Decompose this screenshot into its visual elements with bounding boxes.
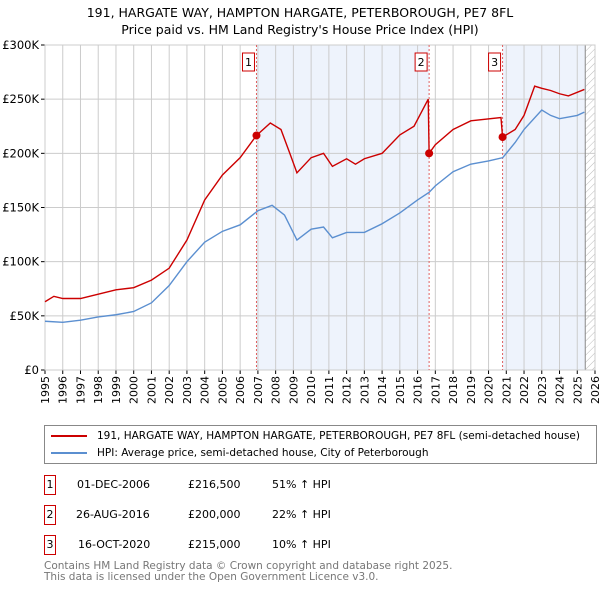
x-tick-label: 2019 — [465, 376, 478, 404]
x-tick-label: 2021 — [500, 376, 513, 404]
x-tick-label: 1997 — [74, 376, 87, 404]
x-tick-label: 2010 — [305, 376, 318, 404]
title-line-2: Price paid vs. HM Land Registry's House … — [121, 22, 479, 37]
x-tick-label: 2022 — [518, 376, 531, 404]
sale-label: 2 — [418, 56, 425, 69]
sale-date: 26-AUG-2016 — [76, 508, 150, 521]
sale-badge: 3 — [44, 535, 56, 555]
y-tick-label: £200K — [2, 146, 39, 160]
legend-swatch-price — [51, 435, 87, 437]
sale-label: 3 — [491, 56, 498, 69]
x-tick-label: 2008 — [270, 376, 283, 404]
sale-point — [425, 149, 434, 158]
footer: Contains HM Land Registry data © Crown c… — [44, 561, 452, 583]
x-tick-label: 2020 — [483, 376, 496, 404]
x-tick-label: 2011 — [323, 376, 336, 404]
x-tick-label: 2026 — [589, 376, 600, 404]
y-tick-label: £300K — [2, 38, 39, 52]
legend-item-price: 191, HARGATE WAY, HAMPTON HARGATE, PETER… — [51, 430, 580, 442]
x-tick-label: 1995 — [39, 376, 52, 404]
x-tick-label: 1996 — [57, 376, 70, 404]
x-tick-label: 2013 — [358, 376, 371, 404]
y-tick-label: £150K — [2, 201, 39, 215]
y-tick-label: £50K — [10, 309, 40, 323]
x-tick-label: 2001 — [145, 376, 158, 404]
x-tick-label: 2000 — [128, 376, 141, 404]
x-tick-label: 2007 — [252, 376, 265, 404]
sale-date: 01-DEC-2006 — [77, 478, 151, 491]
sale-label-box — [241, 52, 255, 72]
y-tick-label: £250K — [2, 92, 39, 106]
title-line-1: 191, HARGATE WAY, HAMPTON HARGATE, PETER… — [86, 5, 514, 20]
sale-row-2: 2 26-AUG-2016 £200,000 22% ↑ HPI — [44, 505, 600, 525]
sale-point — [252, 131, 261, 140]
x-tick-label: 2009 — [287, 376, 300, 404]
footer-line-1: Contains HM Land Registry data © Crown c… — [44, 560, 453, 572]
x-tick-label: 2015 — [394, 376, 407, 404]
sale-row-1: 1 01-DEC-2006 £216,500 51% ↑ HPI — [44, 475, 600, 495]
sale-price: £216,500 — [188, 478, 241, 491]
x-tick-label: 2005 — [216, 376, 229, 404]
x-tick-label: 2014 — [376, 376, 389, 404]
x-tick-label: 2006 — [234, 376, 247, 404]
x-tick-label: 2012 — [341, 376, 354, 404]
legend-label-hpi: HPI: Average price, semi-detached house,… — [97, 447, 429, 459]
legend-item-hpi: HPI: Average price, semi-detached house,… — [51, 447, 429, 459]
chart-title: 191, HARGATE WAY, HAMPTON HARGATE, PETER… — [0, 4, 600, 38]
sale-badge: 2 — [44, 505, 56, 525]
x-tick-label: 1998 — [92, 376, 105, 404]
sale-label: 1 — [245, 56, 252, 69]
x-tick-label: 2025 — [571, 376, 584, 404]
price-chart: 1995 1996 1997 1998 1999 2000 2001 2002 2003 2004… — [2, 38, 600, 404]
x-tick-label: 2017 — [429, 376, 442, 404]
y-tick-label: £0 — [24, 363, 39, 377]
x-tick-label: 2002 — [163, 376, 176, 404]
sale-label-box — [488, 52, 502, 72]
x-tick-label: 2018 — [447, 376, 460, 404]
sale-hpi: 10% ↑ HPI — [272, 538, 331, 551]
sale-row-3: 3 16-OCT-2020 £215,000 10% ↑ HPI — [44, 535, 600, 555]
price-line — [44, 85, 585, 303]
hpi-line — [44, 109, 585, 324]
sale-badge: 1 — [44, 475, 56, 495]
x-tick-label: 2004 — [199, 376, 212, 404]
sale-date: 16-OCT-2020 — [78, 538, 151, 551]
x-tick-label: 2003 — [181, 376, 194, 404]
sale-hpi: 22% ↑ HPI — [272, 508, 331, 521]
legend: 191, HARGATE WAY, HAMPTON HARGATE, PETER… — [44, 425, 597, 464]
x-tick-label: 1999 — [110, 376, 123, 404]
sale-hpi: 51% ↑ HPI — [272, 478, 331, 491]
sale-label-box — [414, 52, 428, 72]
legend-swatch-hpi — [51, 452, 87, 454]
x-tick-label: 2023 — [536, 376, 549, 404]
sale-price: £200,000 — [188, 508, 241, 521]
sale-point — [498, 133, 507, 142]
legend-label-price: 191, HARGATE WAY, HAMPTON HARGATE, PETER… — [97, 430, 580, 442]
x-tick-label: 2024 — [554, 376, 567, 404]
y-tick-label: £100K — [2, 255, 39, 269]
x-tick-label: 2016 — [412, 376, 425, 404]
footer-line-2: This data is licensed under the Open Gov… — [44, 571, 379, 583]
sale-price: £215,000 — [188, 538, 241, 551]
plot-frame — [44, 44, 596, 371]
